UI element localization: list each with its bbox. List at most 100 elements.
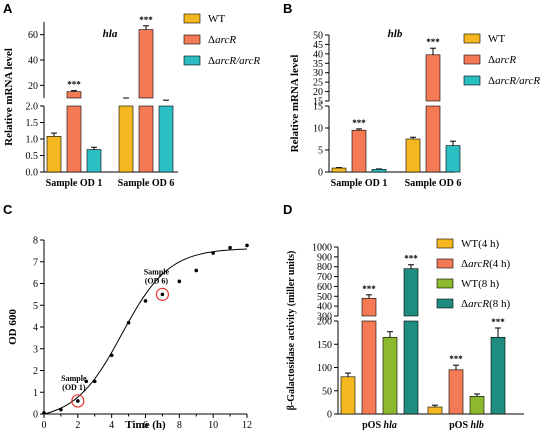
significance-mark: ***	[404, 254, 418, 264]
x-tick-label: Sample OD 6	[405, 178, 462, 189]
y-axis-label: OD 600	[7, 309, 19, 345]
y-axis-label: β-Galactosidase activity (miller units)	[286, 251, 297, 411]
legend-swatch	[183, 34, 201, 45]
significance-mark: ***	[67, 80, 81, 90]
bar	[382, 336, 398, 415]
y-tick-label: 40	[28, 56, 38, 67]
y-tick-label: 150	[317, 340, 332, 351]
data-point	[92, 379, 97, 384]
data-point	[177, 279, 182, 284]
y-tick-label: 3	[33, 344, 38, 355]
significance-mark: ***	[426, 37, 440, 47]
y-tick-label: 100	[317, 363, 332, 374]
data-point	[42, 411, 46, 415]
legend-label: ΔarcR/arcR	[488, 75, 540, 87]
y-tick-label: 20	[313, 87, 323, 98]
y-tick-label: 1.0	[26, 135, 39, 146]
y-tick-label: 5	[318, 146, 323, 157]
bar-lower	[66, 105, 82, 173]
y-tick-label: 8	[33, 236, 38, 247]
x-tick-label: 12	[242, 420, 252, 430]
bar	[405, 138, 421, 173]
significance-mark: ***	[362, 284, 376, 294]
x-tick-label: 0	[42, 420, 47, 430]
annotation-label: (OD 1)	[62, 383, 86, 392]
significance-mark: ***	[449, 354, 463, 364]
bar-lower	[361, 320, 377, 415]
legend-swatch	[463, 75, 481, 86]
y-tick-label: 0.0	[26, 168, 39, 179]
legend-label: WT	[488, 33, 505, 45]
bar	[138, 29, 154, 99]
sample-circle	[155, 287, 170, 301]
y-tick-label: 45	[313, 40, 323, 51]
y-tick-label: 35	[313, 59, 323, 70]
bar	[361, 297, 377, 317]
y-tick-label: 40	[313, 49, 323, 60]
significance-mark: ***	[139, 15, 153, 25]
y-tick-label: 0.5	[26, 151, 39, 162]
bar	[351, 129, 367, 173]
bar	[448, 369, 464, 415]
y-tick-label: 20	[28, 81, 38, 92]
y-tick-label: 400	[317, 302, 332, 313]
data-point	[194, 268, 199, 273]
data-point	[228, 245, 232, 250]
y-tick-label: 10	[313, 124, 323, 135]
y-tick-label: 1	[33, 388, 38, 399]
data-point	[126, 320, 131, 325]
legend-label: WT	[208, 13, 225, 25]
data-point	[109, 353, 114, 358]
x-tick-label: pOS hlb	[449, 420, 484, 430]
annotation-label: Sample	[144, 267, 170, 276]
y-tick-label: 0	[318, 168, 323, 179]
y-tick-label: 50	[313, 31, 323, 42]
legend-swatch	[183, 13, 201, 24]
x-tick-label: 2	[75, 420, 80, 430]
bar	[86, 149, 102, 173]
y-axis-label: Relative mRNA level	[3, 48, 15, 146]
y-tick-label: 25	[313, 78, 323, 89]
y-tick-label: 7	[33, 257, 38, 268]
bar-lower	[425, 105, 441, 173]
x-tick-label: Sample OD 1	[46, 178, 103, 189]
legend-swatch	[436, 258, 454, 269]
bar-lower	[403, 320, 419, 415]
data-point	[84, 379, 89, 384]
x-tick-label: 8	[177, 420, 182, 430]
bar	[445, 145, 461, 173]
x-tick-label: 6	[143, 420, 148, 430]
y-tick-label: 60	[28, 30, 38, 41]
y-tick-label: 1000	[312, 243, 332, 254]
sample-circle	[71, 394, 85, 408]
panel-label-d: D	[283, 202, 292, 217]
data-point	[160, 292, 165, 297]
bar-lower	[138, 105, 154, 173]
bar	[425, 54, 441, 102]
y-axis-label: Relative mRNA level	[289, 55, 301, 153]
bar-lower	[118, 105, 134, 173]
y-tick-label: 0	[33, 410, 38, 421]
legend-swatch	[183, 55, 201, 66]
legend-swatch	[436, 238, 454, 249]
y-tick-label: 50	[322, 386, 332, 397]
annotation-label: Sample	[61, 374, 87, 383]
x-tick-label: Sample OD 1	[331, 178, 388, 189]
bar	[490, 336, 506, 415]
y-tick-label: 500	[317, 292, 332, 303]
y-tick-label: 1.5	[26, 118, 39, 129]
panel-label-b: B	[283, 1, 292, 16]
y-tick-label: 600	[317, 282, 332, 293]
significance-mark: ***	[491, 317, 505, 327]
bar	[371, 169, 387, 173]
bar-lower	[158, 105, 174, 173]
legend-label: ΔarcR(4 h)	[461, 258, 510, 270]
y-tick-label: 2	[33, 366, 38, 377]
y-tick-label: 200	[317, 317, 332, 328]
y-tick-label: 900	[317, 252, 332, 263]
y-tick-label: 15	[313, 97, 323, 108]
bar	[469, 396, 485, 415]
legend-label: ΔarcR	[208, 34, 236, 46]
y-tick-label: 300	[317, 312, 332, 323]
